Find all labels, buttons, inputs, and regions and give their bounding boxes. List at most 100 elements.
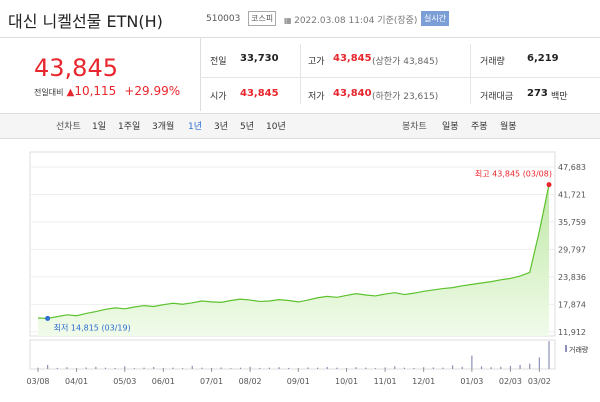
tab[interactable]: 3개월 — [152, 122, 175, 132]
tab[interactable]: 3년 — [214, 122, 229, 132]
volume-bar — [66, 367, 68, 369]
volume-bar — [509, 365, 512, 369]
volume-bar — [297, 368, 299, 369]
area — [38, 184, 549, 336]
x-tick-label: 06/01 — [152, 377, 175, 386]
volume-bar — [210, 367, 213, 369]
divider — [200, 37, 201, 111]
volume-bar — [336, 367, 338, 369]
stat-note: (하한가 23,615) — [372, 92, 439, 102]
high-label: 최고 43,845 (03/08) — [475, 169, 552, 179]
volume-bar — [278, 367, 280, 369]
x-tick-label: 01/03 — [460, 377, 483, 386]
volume-bar — [355, 367, 357, 369]
tab-bar — [0, 113, 600, 139]
price: 43,845 — [34, 54, 118, 82]
low-label: 최저 14,815 (03/19) — [54, 322, 131, 332]
code: 510003 — [206, 14, 241, 24]
x-tick-label: 07/01 — [200, 377, 223, 386]
tab[interactable]: 1일 — [92, 122, 107, 132]
volume-bar — [143, 367, 145, 369]
volume-bar — [104, 367, 107, 369]
x-tick-label: 03/08 — [26, 377, 49, 386]
volume-bar — [95, 366, 97, 369]
timestamp: ▦ 2022.03.08 11:04 기준(장중) — [284, 16, 418, 26]
tab[interactable]: 주봉 — [471, 122, 488, 132]
volume-bar — [423, 367, 425, 369]
stat-label: 저가 — [308, 92, 325, 102]
volume-bar — [317, 367, 319, 369]
volume-bar — [500, 366, 502, 369]
stat-label: 거래대금 — [480, 92, 514, 102]
change-value: 10,115 — [74, 84, 117, 98]
x-tick-label: 05/03 — [113, 377, 136, 386]
volume-bar — [239, 367, 242, 369]
change-label: 전일대비 — [34, 88, 64, 97]
x-tick-label: 08/02 — [239, 377, 262, 386]
volume-bar — [47, 364, 49, 369]
tab[interactable]: 5년 — [240, 122, 255, 132]
volume-bar — [374, 368, 377, 369]
volume-bar — [451, 365, 454, 369]
volume-bar — [461, 366, 463, 369]
y-tick-label: 47,683 — [558, 163, 586, 172]
volume-bar — [56, 367, 58, 369]
volume-bar — [480, 366, 483, 369]
x-tick-label: 12/01 — [412, 377, 435, 386]
volume-bar — [153, 366, 155, 369]
x-tick-label: 02/03 — [499, 377, 522, 386]
volume-bar — [37, 367, 39, 369]
volume-bar — [114, 367, 116, 369]
volume-bar — [394, 366, 396, 369]
market-badge: 코스피 — [248, 11, 277, 26]
divider — [200, 77, 600, 78]
divider — [470, 44, 471, 104]
x-tick-label: 11/01 — [374, 377, 397, 386]
volume-bar — [326, 366, 328, 369]
volume-legend: 거래량 — [569, 345, 589, 354]
change-rate: +29.99% — [124, 84, 181, 98]
volume-bar — [288, 367, 290, 369]
volume-bar — [201, 367, 203, 369]
volume-bar — [162, 367, 164, 369]
divider — [0, 37, 600, 38]
stat-note: (상한가 43,845) — [372, 57, 439, 67]
tab[interactable]: 10년 — [266, 122, 286, 132]
volume-bar — [259, 367, 261, 369]
price-line — [37, 184, 550, 320]
tab-label: 선차트 — [56, 122, 81, 132]
volume-bar — [182, 368, 184, 369]
tab[interactable]: 일봉 — [442, 122, 459, 132]
volume-bar — [220, 367, 222, 369]
volume-bar — [268, 367, 270, 369]
y-tick-label: 41,721 — [558, 190, 586, 199]
low-marker — [45, 315, 51, 321]
tab[interactable]: 월봉 — [500, 122, 517, 132]
y-tick-label: 23,836 — [558, 273, 586, 282]
stat-label: 거래량 — [480, 57, 505, 67]
volume-bar — [133, 368, 136, 369]
volume-bar — [442, 367, 444, 369]
volume-bar — [384, 367, 386, 369]
volume-bar — [307, 367, 309, 369]
realtime-badge[interactable]: 실시간 — [421, 11, 450, 26]
volume-bar — [172, 367, 174, 369]
stat-label: 전일 — [210, 57, 227, 67]
y-tick-label: 35,759 — [558, 218, 586, 227]
volume-bar — [249, 366, 251, 369]
volume-bar — [124, 366, 126, 369]
stat-value: 43,845 — [333, 53, 372, 64]
volume-bar — [490, 367, 492, 369]
x-tick-label: 03/02 — [528, 377, 551, 386]
timestamp-text: 2022.03.08 11:04 기준(장중) — [294, 16, 418, 26]
stat-value: 6,219 — [527, 53, 559, 64]
stat-label: 시가 — [210, 92, 227, 102]
tab[interactable]: 1주일 — [118, 122, 141, 132]
stat-value: 43,840 — [333, 88, 372, 99]
stat-value: 43,845 — [240, 88, 279, 99]
tab[interactable]: 1년 — [188, 122, 203, 132]
volume-bar — [403, 367, 405, 369]
volume-bar — [529, 363, 531, 369]
volume-bar — [365, 367, 367, 369]
